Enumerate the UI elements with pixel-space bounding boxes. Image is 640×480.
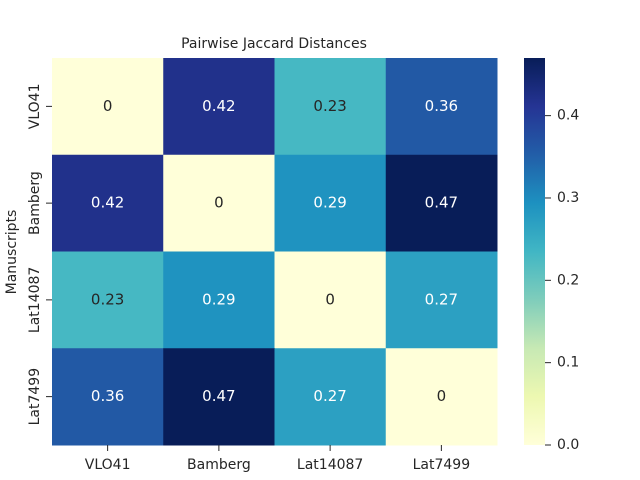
cell-label: 0.27 xyxy=(313,387,346,405)
heatmap-cell xyxy=(274,348,387,446)
cell-label: 0.29 xyxy=(313,194,346,212)
cell-label: 0.47 xyxy=(202,387,235,405)
colorbar-tick-label: 0.4 xyxy=(557,108,579,124)
heatmap-cell xyxy=(163,58,275,156)
heatmap-cell xyxy=(52,348,164,446)
heatmap-cell xyxy=(52,251,164,349)
heatmap-cell xyxy=(163,348,275,446)
colorbar-tick-label: 0.3 xyxy=(557,190,579,206)
colorbar-tick-label: 0.0 xyxy=(557,437,579,453)
colorbar xyxy=(524,58,545,445)
cell-label: 0 xyxy=(437,387,447,405)
heatmap-cell xyxy=(52,154,164,252)
cell-label: 0.36 xyxy=(91,387,124,405)
cell-label: 0.27 xyxy=(425,290,458,308)
heatmap-cell xyxy=(274,251,387,349)
heatmap-cell xyxy=(274,58,387,156)
heatmap-cell xyxy=(385,251,498,349)
heatmap-cell xyxy=(385,58,498,156)
colorbar-tick-label: 0.1 xyxy=(557,355,579,371)
x-tick-label: VLO41 xyxy=(85,457,131,473)
chart-title: Pairwise Jaccard Distances xyxy=(181,36,367,52)
heatmap-cell xyxy=(163,154,275,252)
x-tick-label: Bamberg xyxy=(187,457,251,473)
cell-label: 0 xyxy=(325,290,335,308)
x-tick-label: Lat7499 xyxy=(413,457,471,473)
y-tick-label: Lat7499 xyxy=(27,368,43,426)
x-tick-label: Lat14087 xyxy=(297,457,363,473)
y-tick-label: VLO41 xyxy=(27,84,43,130)
cell-label: 0 xyxy=(214,194,224,212)
heatmap-cell xyxy=(163,251,275,349)
cell-label: 0.47 xyxy=(425,194,458,212)
cell-label: 0.42 xyxy=(91,194,124,212)
y-tick-label: Bamberg xyxy=(27,171,43,235)
cell-label: 0.23 xyxy=(91,290,124,308)
y-axis-label: Manuscripts xyxy=(4,210,20,295)
cell-label: 0.29 xyxy=(202,290,235,308)
cell-label: 0.36 xyxy=(425,97,458,115)
heatmap-cell xyxy=(385,348,498,446)
y-tick-label: Lat14087 xyxy=(27,267,43,333)
colorbar-tick-label: 0.2 xyxy=(557,272,579,288)
cell-label: 0.23 xyxy=(313,97,346,115)
heatmap-cell xyxy=(385,154,498,252)
cell-label: 0 xyxy=(103,97,113,115)
heatmap-cell xyxy=(274,154,387,252)
cell-label: 0.42 xyxy=(202,97,235,115)
heatmap-cell xyxy=(52,58,164,156)
